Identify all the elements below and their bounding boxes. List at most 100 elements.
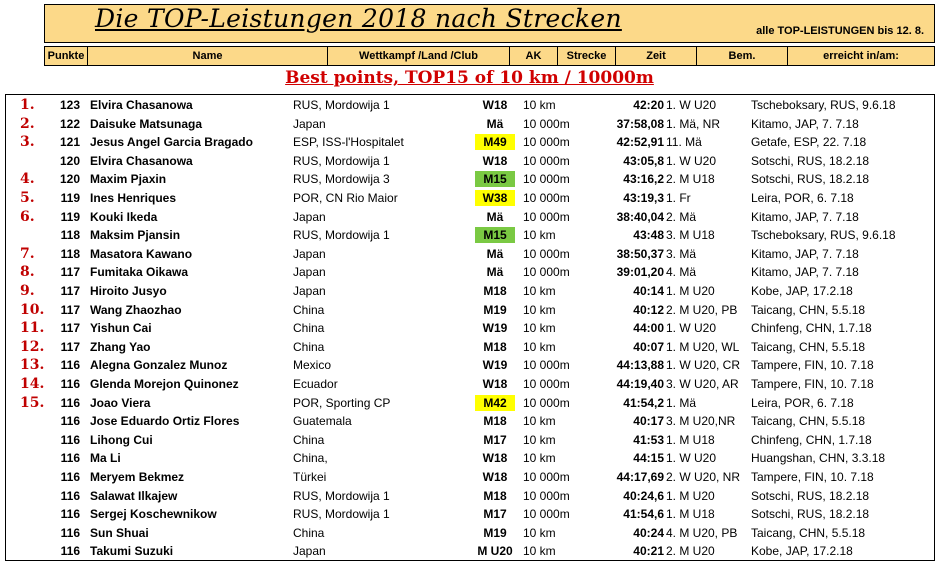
distance-value: 10 km xyxy=(523,302,556,317)
points-value: 116 xyxy=(60,525,80,540)
rank-label: 9. xyxy=(20,283,35,299)
age-class: W38 xyxy=(475,190,515,206)
col-header-competition: Wettkampf /Land /Club xyxy=(328,47,510,65)
age-class: W19 xyxy=(482,321,508,336)
table-row: 6. 119 Kouki Ikeda Japan Mä 10 000m 38:40,04 2.… xyxy=(6,208,934,226)
table-row: 116 Jose Eduardo Ortiz Flores Guatemala M18… xyxy=(6,412,934,430)
table-row: 116 Lihong Cui China M17 10 km 41:53 1. M U18 C… xyxy=(6,431,934,449)
table-row: 9. 117 Hiroito Jusyo Japan M18 10 km 40:14 1. M… xyxy=(6,282,934,300)
venue-date: Kitamo, JAP, 7. 7.18 xyxy=(751,246,859,261)
athlete-name: Maxim Pjaxin xyxy=(90,172,167,187)
athlete-name: Zhang Yao xyxy=(90,339,151,354)
time-value: 42:52,91 xyxy=(616,135,664,150)
distance-value: 10 km xyxy=(523,451,556,466)
distance-value: 10 000m xyxy=(523,358,570,373)
age-class: W18 xyxy=(482,98,508,112)
age-class: M42 xyxy=(475,394,515,411)
club-value: Japan xyxy=(293,265,326,280)
rank-label: 13. xyxy=(20,357,45,374)
rank-label: 8. xyxy=(20,264,35,281)
col-header-time: Zeit xyxy=(616,47,697,65)
venue-date: Tampere, FIN, 10. 7.18 xyxy=(751,377,874,391)
points-value: 116 xyxy=(60,488,80,503)
table-row: 14. 116 Glenda Morejon Quinonez Ecuador W18 1… xyxy=(6,375,934,393)
club-value: POR, CN Rio Maior xyxy=(293,191,398,205)
rank-label: 10. xyxy=(20,301,45,318)
age-class: M15 xyxy=(475,171,515,188)
title-banner: Die TOP-Leistungen 2018 nach Strecken al… xyxy=(44,4,935,43)
points-value: 117 xyxy=(60,265,80,280)
points-value: 123 xyxy=(59,98,80,112)
points-value: 116 xyxy=(60,544,80,559)
points-value: 119 xyxy=(60,191,80,205)
table-row: 15. 116 Joao Viera POR, Sporting CP M42 10 00… xyxy=(6,394,934,412)
table-row: 118 Maksim Pjansin RUS, Mordowija 1 M15 10 k… xyxy=(6,226,934,244)
points-value: 116 xyxy=(60,451,80,466)
remarks-value: 1. M U20 xyxy=(666,284,715,298)
club-value: China xyxy=(293,339,325,354)
club-value: Japan xyxy=(293,116,326,131)
venue-date: Kobe, JAP, 17.2.18 xyxy=(751,284,853,298)
points-value: 120 xyxy=(59,172,80,187)
col-header-venue-date: erreicht in/am: xyxy=(823,50,899,62)
points-value: 116 xyxy=(60,414,80,429)
points-value: 116 xyxy=(60,432,80,447)
remarks-value: 4. M U20, PB xyxy=(666,525,738,540)
points-value: 119 xyxy=(60,209,80,224)
points-value: 120 xyxy=(59,153,80,168)
age-class: M15 xyxy=(475,227,515,244)
venue-date: Kobe, JAP, 17.2.18 xyxy=(751,544,853,559)
rank-label: 15. xyxy=(20,394,45,411)
venue-date: Kitamo, JAP, 7. 7.18 xyxy=(751,116,859,131)
points-value: 117 xyxy=(60,302,80,317)
club-value: RUS, Mordowija 3 xyxy=(293,172,390,187)
remarks-value: 1. W U20 xyxy=(666,451,717,466)
club-value: China xyxy=(293,525,325,540)
time-value: 44:19,40 xyxy=(616,377,664,391)
col-header-remarks: Bem. xyxy=(697,47,788,65)
age-class: M18 xyxy=(483,414,507,429)
age-class: M49 xyxy=(475,134,515,151)
time-value: 40:21 xyxy=(633,544,664,559)
venue-date: Leira, POR, 6. 7.18 xyxy=(751,191,854,205)
time-value: 39:01,20 xyxy=(616,265,664,280)
age-class: Mä xyxy=(486,116,504,131)
age-class: M17 xyxy=(483,507,507,522)
distance-value: 10 000m xyxy=(523,209,570,224)
athlete-name: Elvira Chasanowa xyxy=(90,98,193,112)
club-value: Japan xyxy=(293,284,326,298)
time-value: 42:20 xyxy=(633,98,664,112)
distance-value: 10 km xyxy=(523,284,556,298)
time-value: 37:58,08 xyxy=(616,116,664,131)
col-header-ak: AK xyxy=(510,47,558,65)
table-row: 116 Meryem Bekmez Türkei W18 10 000m 44:17,69… xyxy=(6,468,934,486)
remarks-value: 1. M U18 xyxy=(666,432,715,447)
remarks-value: 11. Mä xyxy=(666,135,702,150)
athlete-name: Daisuke Matsunaga xyxy=(90,116,203,131)
venue-date: Sotschi, RUS, 18.2.18 xyxy=(751,153,870,168)
venue-date: Chinfeng, CHN, 1.7.18 xyxy=(751,432,872,447)
rank-label: 6. xyxy=(20,208,35,225)
table-row: 116 Sun Shuai China M19 10 km 40:24 4. M U20, … xyxy=(6,524,934,542)
age-class: M18 xyxy=(483,488,507,503)
time-value: 38:40,04 xyxy=(616,209,664,224)
venue-date: Tampere, FIN, 10. 7.18 xyxy=(751,358,874,373)
distance-value: 10 km xyxy=(523,414,556,429)
points-value: 116 xyxy=(60,377,80,391)
time-value: 40:07 xyxy=(633,339,664,354)
table-row: 116 Takumi Suzuki Japan M U20 10 km 40:21 2. M… xyxy=(6,542,934,560)
athlete-name: Lihong Cui xyxy=(90,432,153,447)
age-class: Mä xyxy=(486,246,504,261)
distance-value: 10 km xyxy=(523,525,556,540)
athlete-name: Ma Li xyxy=(90,451,121,466)
time-value: 43:48 xyxy=(633,228,664,243)
club-value: China xyxy=(293,321,325,336)
points-value: 117 xyxy=(60,284,80,298)
distance-value: 10 000m xyxy=(523,191,570,205)
rank-label: 7. xyxy=(20,245,35,262)
remarks-value: 1. Fr xyxy=(666,191,691,205)
age-class: W18 xyxy=(482,470,508,484)
remarks-value: 1. M U18 xyxy=(666,507,715,522)
col-header-points: Punkte xyxy=(45,47,88,65)
club-value: RUS, Mordowija 1 xyxy=(293,488,390,503)
